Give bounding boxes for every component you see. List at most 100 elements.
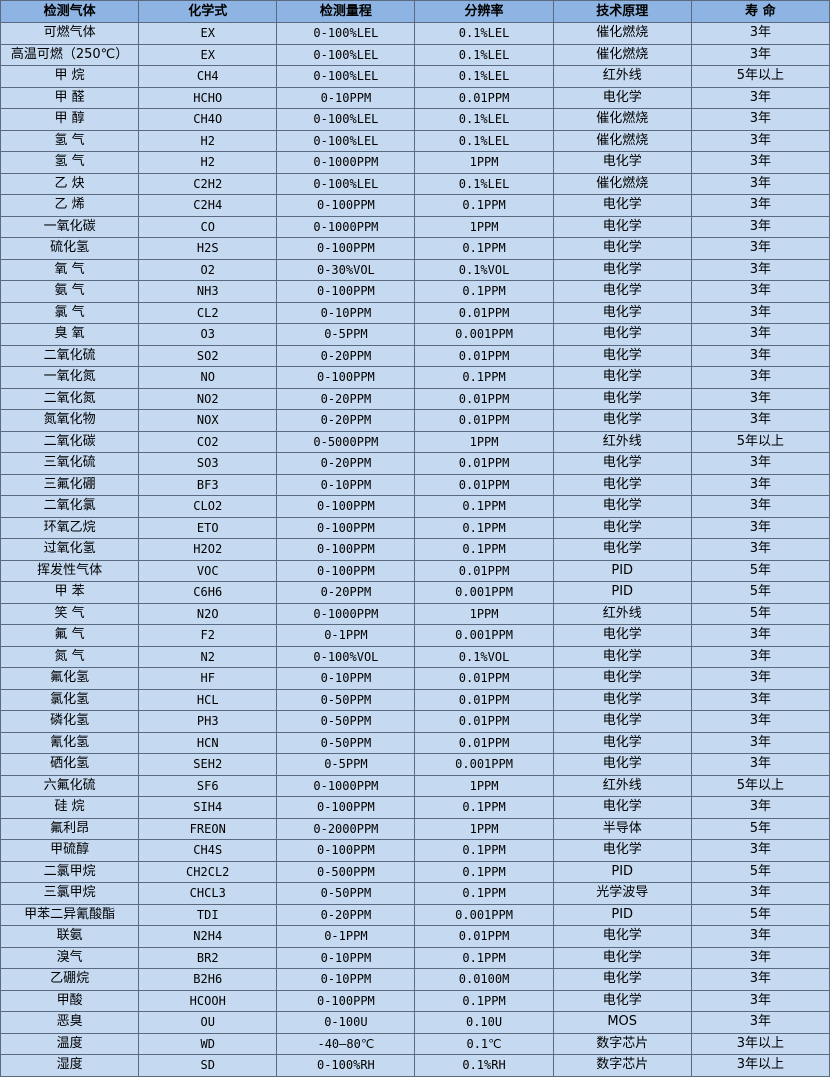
cell-technology: 电化学: [552, 323, 692, 346]
cell-lifespan: 3年: [690, 151, 831, 174]
table-row: 可燃气体 EX 0-100%LEL 0.1%LEL 催化燃烧 3年: [0, 22, 831, 45]
cell-lifespan: 3年: [690, 688, 831, 711]
cell-chemical-formula: HCL: [138, 688, 278, 711]
cell-chemical-formula: NO: [138, 366, 278, 389]
cell-lifespan: 3年: [690, 753, 831, 776]
table-row: 氢 气 H2 0-1000PPM 1PPM 电化学 3年: [0, 151, 831, 174]
cell-resolution: 0.001PPM: [414, 753, 554, 776]
cell-gas-name: 溴气: [0, 946, 140, 969]
header-row: 检测气体 化学式 检测量程 分辨率 技术原理寿 命: [0, 0, 831, 23]
cell-detection-range: 0-100PPM: [276, 538, 416, 561]
cell-gas-name: 甲 醇: [0, 108, 140, 131]
cell-detection-range: 0-20PPM: [276, 387, 416, 410]
cell-gas-name: 三氧化硫: [0, 452, 140, 475]
cell-technology: 电化学: [552, 215, 692, 238]
cell-lifespan: 3年: [690, 237, 831, 260]
table-row: 一氧化氮 NO 0-100PPM 0.1PPM 电化学 3年: [0, 366, 831, 389]
cell-technology: PID: [552, 559, 692, 582]
cell-gas-name: 温度: [0, 1032, 140, 1055]
cell-gas-name: 三氯甲烷: [0, 882, 140, 905]
cell-chemical-formula: NH3: [138, 280, 278, 303]
cell-detection-range: 0-1000PPM: [276, 602, 416, 625]
cell-technology: 电化学: [552, 452, 692, 475]
cell-technology: 电化学: [552, 516, 692, 539]
cell-gas-name: 磷化氢: [0, 710, 140, 733]
table-row: 温度 WD -40—80℃ 0.1℃ 数字芯片 3年以上: [0, 1032, 831, 1055]
cell-lifespan: 3年: [690, 1011, 831, 1034]
cell-lifespan: 3年: [690, 839, 831, 862]
table-row: 甲酸 HCOOH 0-100PPM 0.1PPM 电化学 3年: [0, 989, 831, 1012]
cell-lifespan: 3年: [690, 194, 831, 217]
column-header-chemical-formula: 化学式: [138, 0, 278, 23]
cell-chemical-formula: CLO2: [138, 495, 278, 518]
cell-gas-name: 甲硫醇: [0, 839, 140, 862]
cell-technology: 电化学: [552, 86, 692, 109]
cell-technology: 数字芯片: [552, 1032, 692, 1055]
cell-chemical-formula: NOX: [138, 409, 278, 432]
column-header-resolution: 分辨率: [414, 0, 554, 23]
table-row: 三氯甲烷 CHCL3 0-50PPM 0.1PPM 光学波导 3年: [0, 882, 831, 905]
table-row: 二氧化硫 SO2 0-20PPM 0.01PPM 电化学 3年: [0, 344, 831, 367]
table-row: 氧 气 O2 0-30%VOL 0.1%VOL 电化学 3年: [0, 258, 831, 281]
table-row: 过氧化氢 H2O2 0-100PPM 0.1PPM 电化学 3年: [0, 538, 831, 561]
table-row: 甲苯二异氰酸酯 TDI 0-20PPM 0.001PPM PID 5年: [0, 903, 831, 926]
cell-resolution: 1PPM: [414, 151, 554, 174]
cell-chemical-formula: HCOOH: [138, 989, 278, 1012]
cell-detection-range: 0-50PPM: [276, 882, 416, 905]
cell-detection-range: 0-10PPM: [276, 86, 416, 109]
cell-gas-name: 氧 气: [0, 258, 140, 281]
cell-detection-range: 0-100%RH: [276, 1054, 416, 1077]
cell-detection-range: 0-100PPM: [276, 516, 416, 539]
table-row: 硒化氢 SEH2 0-5PPM 0.001PPM 电化学 3年: [0, 753, 831, 776]
table-row: 高温可燃（250℃） EX 0-100%LEL 0.1%LEL 催化燃烧 3年: [0, 43, 831, 66]
cell-technology: 红外线: [552, 602, 692, 625]
table-row: 硅 烷 SIH4 0-100PPM 0.1PPM 电化学 3年: [0, 796, 831, 819]
cell-technology: 电化学: [552, 258, 692, 281]
cell-lifespan: 3年: [690, 258, 831, 281]
cell-resolution: 0.1PPM: [414, 839, 554, 862]
cell-lifespan: 5年: [690, 602, 831, 625]
table-row: 甲硫醇 CH4S 0-100PPM 0.1PPM 电化学 3年: [0, 839, 831, 862]
cell-chemical-formula: SD: [138, 1054, 278, 1077]
cell-lifespan: 5年: [690, 817, 831, 840]
cell-detection-range: 0-100%LEL: [276, 172, 416, 195]
table-row: 甲 醇 CH4O 0-100%LEL 0.1%LEL 催化燃烧 3年: [0, 108, 831, 131]
table-row: 环氧乙烷 ETO 0-100PPM 0.1PPM 电化学 3年: [0, 516, 831, 539]
cell-detection-range: 0-100PPM: [276, 495, 416, 518]
cell-chemical-formula: EX: [138, 43, 278, 66]
cell-detection-range: 0-20PPM: [276, 409, 416, 432]
cell-lifespan: 3年: [690, 925, 831, 948]
table-row: 氟 气 F2 0-1PPM 0.001PPM 电化学 3年: [0, 624, 831, 647]
cell-resolution: 0.1PPM: [414, 516, 554, 539]
cell-lifespan: 5年以上: [690, 774, 831, 797]
cell-detection-range: 0-50PPM: [276, 731, 416, 754]
cell-chemical-formula: CL2: [138, 301, 278, 324]
cell-detection-range: 0-100PPM: [276, 194, 416, 217]
cell-lifespan: 3年: [690, 280, 831, 303]
cell-technology: PID: [552, 860, 692, 883]
cell-lifespan: 3年: [690, 989, 831, 1012]
cell-chemical-formula: N2H4: [138, 925, 278, 948]
cell-chemical-formula: SO2: [138, 344, 278, 367]
cell-gas-name: 臭 氧: [0, 323, 140, 346]
cell-chemical-formula: B2H6: [138, 968, 278, 991]
cell-technology: 电化学: [552, 968, 692, 991]
cell-resolution: 0.01PPM: [414, 710, 554, 733]
cell-lifespan: 5年: [690, 903, 831, 926]
cell-chemical-formula: SIH4: [138, 796, 278, 819]
cell-chemical-formula: CH4: [138, 65, 278, 88]
cell-gas-name: 挥发性气体: [0, 559, 140, 582]
cell-resolution: 0.1%LEL: [414, 108, 554, 131]
table-row: 氯 气 CL2 0-10PPM 0.01PPM 电化学 3年: [0, 301, 831, 324]
cell-detection-range: 0-10PPM: [276, 301, 416, 324]
cell-detection-range: 0-100PPM: [276, 796, 416, 819]
cell-lifespan: 3年: [690, 710, 831, 733]
cell-detection-range: 0-100%LEL: [276, 22, 416, 45]
cell-resolution: 0.1%RH: [414, 1054, 554, 1077]
table-row: 二氯甲烷 CH2CL2 0-500PPM 0.1PPM PID 5年: [0, 860, 831, 883]
cell-resolution: 0.01PPM: [414, 344, 554, 367]
cell-technology: 数字芯片: [552, 1054, 692, 1077]
cell-resolution: 1PPM: [414, 817, 554, 840]
cell-gas-name: 可燃气体: [0, 22, 140, 45]
table-row: 溴气 BR2 0-10PPM 0.1PPM 电化学 3年: [0, 946, 831, 969]
